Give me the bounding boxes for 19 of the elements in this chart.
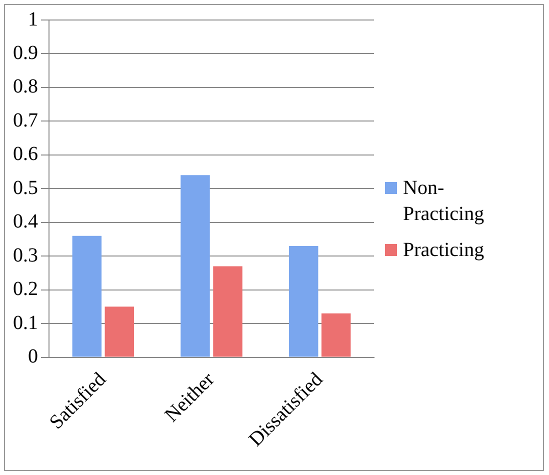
y-tick-label: 0.4 [13, 210, 38, 233]
y-tick-label: 0 [28, 346, 38, 368]
y-tick-label: 0.6 [13, 143, 38, 166]
y-tick-label: 0.5 [13, 176, 38, 199]
bar [288, 246, 318, 357]
legend-label: Non-Practicing [403, 176, 486, 227]
y-tick-label: 0.3 [13, 244, 38, 266]
bar [213, 266, 242, 357]
legend-label: Practicing [403, 238, 484, 263]
bar [72, 236, 102, 357]
bar [104, 306, 134, 357]
y-tick-label: 0.7 [13, 109, 38, 132]
y-tick-label: 0.9 [13, 42, 38, 64]
y-tick-label: 1 [28, 8, 38, 30]
bar [180, 175, 210, 357]
bar [321, 313, 351, 357]
y-tick-label: 0.1 [13, 312, 38, 334]
y-tick-label: 0.2 [13, 278, 38, 300]
y-tick-label: 0.8 [13, 76, 38, 98]
